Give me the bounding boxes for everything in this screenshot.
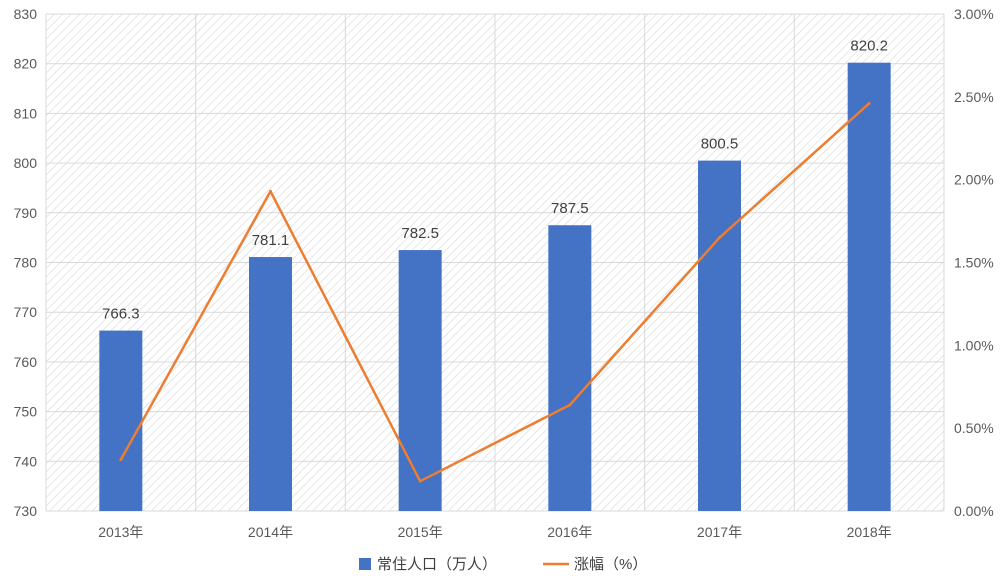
y2-tick-label: 0.50%	[954, 420, 994, 436]
bar	[698, 160, 741, 512]
bar-series	[99, 62, 891, 512]
x-tick-label: 2018年	[847, 524, 892, 540]
bar	[847, 62, 891, 512]
y2-tick-label: 1.50%	[954, 255, 994, 271]
bar-data-label: 800.5	[701, 136, 739, 153]
growth-line	[119, 102, 871, 483]
bar-data-label: 820.2	[850, 38, 888, 55]
bar-data-label: 787.5	[551, 200, 589, 217]
y-tick-label: 740	[14, 453, 38, 469]
y-tick-label: 780	[14, 255, 38, 271]
x-tick-label: 2014年	[248, 524, 293, 540]
line-point	[269, 189, 272, 193]
x-tick-label: 2015年	[398, 524, 443, 540]
y-tick-label: 810	[14, 105, 38, 121]
bar	[99, 330, 143, 511]
y-tick-label: 730	[14, 503, 38, 519]
y-axis-right: 0.00% 0.50% 1.00% 1.50% 2.00% 2.50% 3.00%	[954, 6, 994, 519]
y-tick-label: 770	[14, 304, 38, 320]
x-tick-label: 2013年	[98, 524, 143, 540]
y-tick-label: 820	[14, 56, 38, 72]
y2-tick-label: 1.00%	[954, 337, 994, 353]
y2-tick-label: 2.00%	[954, 172, 994, 188]
legend-swatch-bar	[359, 558, 371, 570]
y2-tick-label: 2.50%	[954, 89, 994, 105]
gridlines	[45, 13, 945, 512]
legend-label-line: 涨幅（%）	[574, 556, 647, 573]
x-tick-label: 2016年	[547, 524, 592, 540]
y-tick-label: 790	[14, 205, 38, 221]
line-point	[119, 458, 123, 462]
y2-tick-label: 0.00%	[954, 503, 994, 519]
line-point	[568, 403, 572, 407]
line-series	[119, 101, 871, 483]
y-tick-label: 830	[14, 6, 38, 22]
x-tick-label: 2017年	[697, 524, 742, 540]
bar	[398, 250, 442, 511]
bar-data-label: 766.3	[102, 306, 140, 323]
y-axis-left: 730 740 750 760 770 780 790 800 810 820 830	[14, 6, 38, 519]
bar	[548, 225, 592, 511]
y2-tick-label: 3.00%	[954, 6, 994, 22]
line-point	[867, 101, 871, 105]
y-tick-label: 800	[14, 155, 38, 171]
bar	[249, 257, 292, 511]
line-point	[418, 479, 422, 483]
y-tick-label: 750	[14, 404, 38, 420]
legend-label-bar: 常住人口（万人）	[377, 556, 497, 573]
y-tick-label: 760	[14, 354, 38, 370]
bar-data-labels: 766.3 781.1 782.5 787.5 800.5 820.2	[102, 38, 888, 323]
bar-data-label: 782.5	[401, 225, 439, 242]
bar-data-label: 781.1	[252, 232, 290, 249]
x-axis: 2013年 2014年 2015年 2016年 2017年 2018年	[98, 524, 891, 540]
line-point	[718, 236, 721, 240]
legend: 常住人口（万人） 涨幅（%）	[359, 556, 647, 573]
